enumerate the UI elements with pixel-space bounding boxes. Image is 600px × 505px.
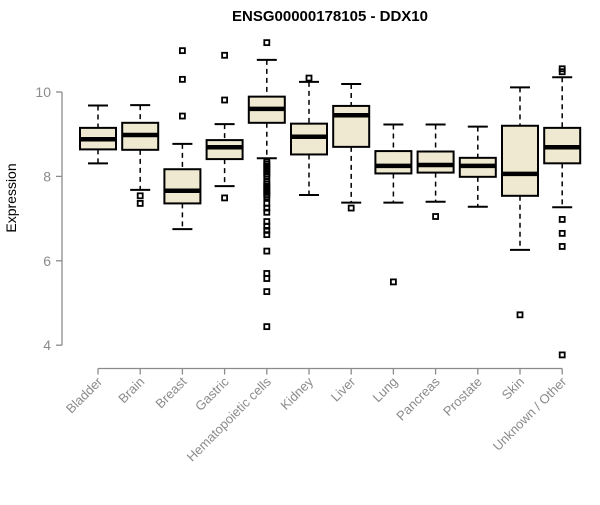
y-tick-label: 6: [43, 253, 51, 269]
box-brain: [121, 104, 160, 207]
iqr-box: [205, 139, 244, 161]
outlier-point: [516, 311, 524, 319]
box-unknown-other: [543, 65, 582, 359]
iqr-box: [290, 122, 328, 156]
outlier-point: [263, 39, 271, 47]
box-hematopoietic-cells: [247, 39, 286, 331]
iqr-box: [416, 150, 455, 174]
outlier-point: [347, 204, 355, 212]
outlier-point: [558, 243, 566, 250]
outlier-point: [178, 112, 186, 120]
y-axis-label: Expression: [3, 163, 19, 232]
box-gastric: [205, 51, 244, 202]
iqr-box: [501, 124, 539, 197]
x-tick-label-breast: Breast: [152, 374, 189, 411]
outlier-point: [558, 229, 566, 237]
iqr-box: [163, 168, 202, 205]
x-tick-label-kidney: Kidney: [277, 374, 316, 413]
x-tick-label-pancreas: Pancreas: [393, 374, 443, 424]
x-tick-label-gastric: Gastric: [192, 374, 232, 414]
outlier-point: [221, 194, 229, 202]
chart-title: ENSG00000178105 - DDX10: [232, 8, 428, 25]
x-tick-label-skin: Skin: [499, 374, 527, 402]
box-lung: [374, 123, 413, 286]
outlier-point: [263, 231, 271, 239]
box-prostate: [458, 125, 497, 208]
outlier-point: [221, 51, 229, 59]
y-tick-label: 4: [43, 337, 51, 353]
x-tick-label-brain: Brain: [115, 374, 147, 406]
box-skin: [501, 86, 539, 319]
outlier-point: [136, 192, 144, 200]
outlier-point: [263, 193, 271, 201]
x-tick-label-lung: Lung: [369, 374, 400, 405]
outlier-point: [263, 208, 271, 216]
outlier-point: [558, 216, 566, 223]
outlier-point: [263, 247, 271, 255]
box-liver: [332, 82, 371, 212]
outlier-point: [221, 96, 229, 104]
y-tick-label: 10: [35, 84, 51, 100]
x-tick-label-bladder: Bladder: [63, 374, 106, 417]
y-tick-label: 8: [43, 168, 51, 184]
outlier-point: [558, 351, 566, 359]
outlier-point: [432, 213, 440, 220]
outlier-point: [263, 323, 271, 331]
outlier-point: [178, 47, 186, 55]
x-tick-label-prostate: Prostate: [440, 374, 485, 419]
outlier-point: [305, 74, 313, 82]
y-axis: 10 8 6 4: [35, 84, 63, 353]
x-tick-label-unknown-other: Unknown / Other: [490, 374, 570, 454]
iqr-box: [332, 104, 371, 148]
iqr-box: [374, 150, 413, 175]
box-pancreas: [416, 123, 455, 220]
outlier-point: [389, 278, 397, 286]
outlier-point: [558, 68, 566, 76]
outlier-point: [178, 75, 186, 83]
x-tick-label-liver: Liver: [328, 374, 359, 405]
outlier-point: [263, 288, 271, 296]
outlier-point: [136, 200, 144, 207]
box-bladder: [79, 104, 117, 165]
box-kidney: [290, 74, 328, 196]
box-breast: [163, 47, 202, 231]
outlier-point: [263, 275, 271, 282]
